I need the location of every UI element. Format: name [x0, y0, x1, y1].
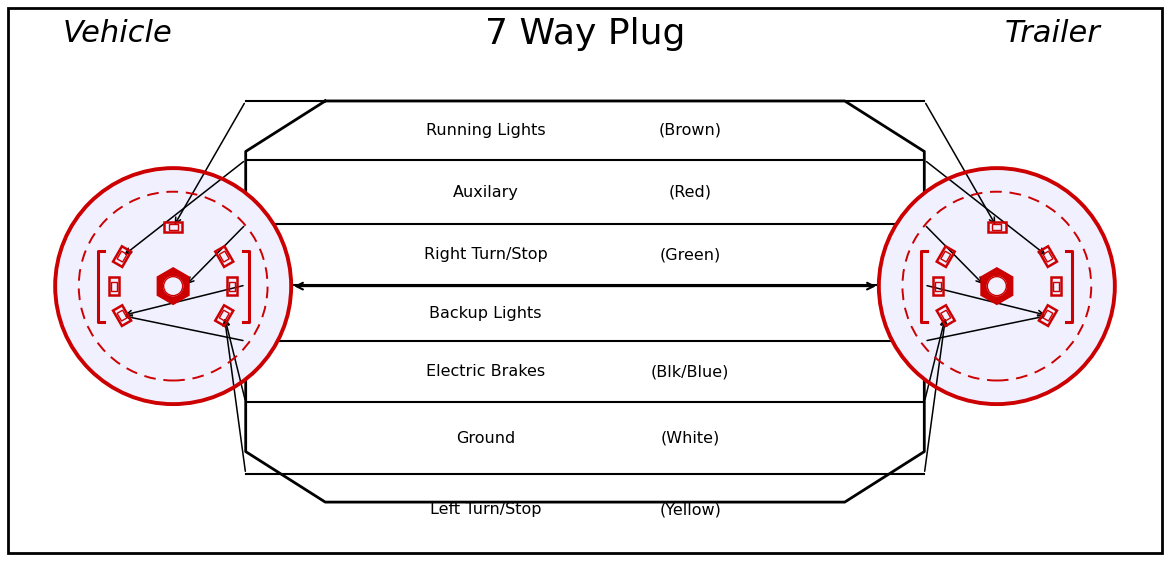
Text: (Blk/Blue): (Blk/Blue): [652, 364, 729, 379]
Text: Running Lights: Running Lights: [426, 123, 545, 138]
Text: 7 Way Plug: 7 Way Plug: [484, 17, 686, 50]
Text: Backup Lights: Backup Lights: [429, 306, 542, 320]
Text: Trailer: Trailer: [1005, 19, 1101, 48]
Text: Vehicle: Vehicle: [62, 19, 172, 48]
Text: (Red): (Red): [669, 185, 711, 200]
Circle shape: [164, 277, 183, 296]
Text: Ground: Ground: [456, 431, 515, 445]
Text: (White): (White): [661, 431, 720, 445]
Circle shape: [987, 277, 1006, 296]
Text: (Brown): (Brown): [659, 123, 722, 138]
Text: (Yellow): (Yellow): [660, 503, 721, 517]
Text: Left Turn/Stop: Left Turn/Stop: [429, 503, 542, 517]
Circle shape: [879, 168, 1115, 404]
Text: Electric Brakes: Electric Brakes: [426, 364, 545, 379]
Polygon shape: [980, 268, 1013, 305]
Circle shape: [55, 168, 291, 404]
Text: Auxilary: Auxilary: [453, 185, 518, 200]
Text: Right Turn/Stop: Right Turn/Stop: [424, 247, 548, 262]
Polygon shape: [157, 268, 190, 305]
Text: (Green): (Green): [660, 247, 721, 262]
